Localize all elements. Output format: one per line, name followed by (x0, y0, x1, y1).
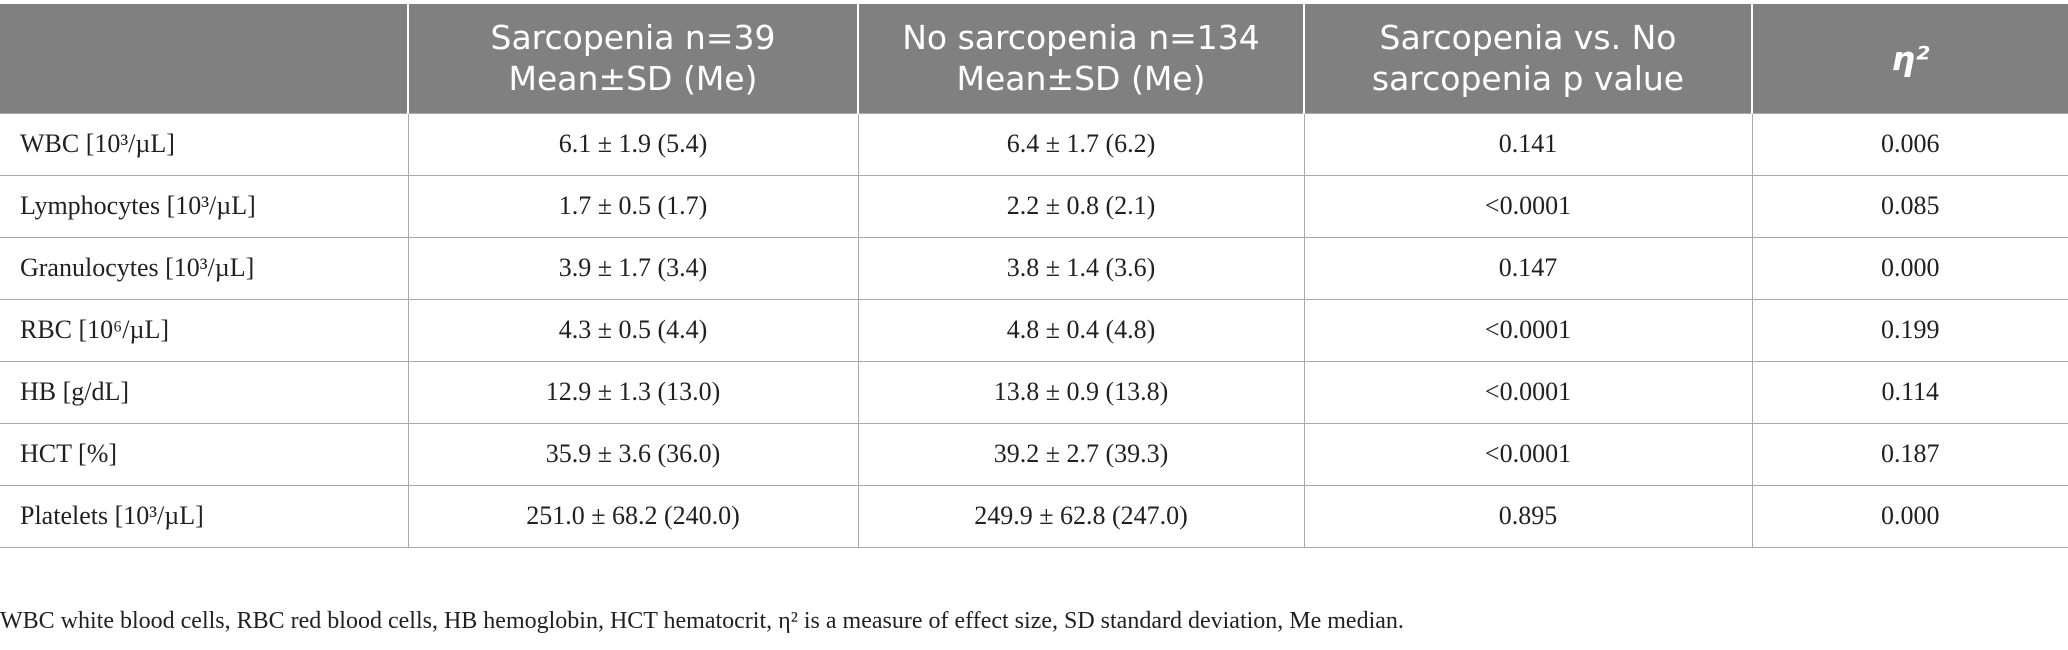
table-row: RBC [10⁶/µL] 4.3 ± 0.5 (4.4) 4.8 ± 0.4 (… (0, 298, 2068, 362)
cell-eta-squared: 0.000 (1752, 484, 2068, 548)
cell-sarcopenia: 1.7 ± 0.5 (1.7) (408, 174, 859, 238)
row-label: RBC [10⁶/µL] (0, 298, 409, 362)
table-row: Granulocytes [10³/µL] 3.9 ± 1.7 (3.4) 3.… (0, 236, 2068, 300)
header-eta-squared-label: η² (1891, 38, 1930, 78)
header-p-value: Sarcopenia vs. No sarcopenia p value (1304, 4, 1753, 113)
header-sarcopenia-line2: Mean±SD (Me) (508, 59, 758, 99)
cell-p-value: <0.0001 (1304, 174, 1753, 238)
table-row: HCT [%] 35.9 ± 3.6 (36.0) 39.2 ± 2.7 (39… (0, 422, 2068, 486)
header-no-sarcopenia-line1: No sarcopenia n=134 (902, 18, 1260, 58)
cell-sarcopenia: 35.9 ± 3.6 (36.0) (408, 422, 859, 486)
table-row: Lymphocytes [10³/µL] 1.7 ± 0.5 (1.7) 2.2… (0, 174, 2068, 238)
header-no-sarcopenia: No sarcopenia n=134 Mean±SD (Me) (858, 4, 1305, 113)
table-row: HB [g/dL] 12.9 ± 1.3 (13.0) 13.8 ± 0.9 (… (0, 360, 2068, 424)
cell-p-value: 0.141 (1304, 112, 1753, 176)
cell-p-value: 0.895 (1304, 484, 1753, 548)
header-row: Sarcopenia n=39 Mean±SD (Me) No sarcopen… (0, 4, 2068, 113)
cell-eta-squared: 0.085 (1752, 174, 2068, 238)
row-label: Granulocytes [10³/µL] (0, 236, 409, 300)
row-label: HCT [%] (0, 422, 409, 486)
cell-eta-squared: 0.199 (1752, 298, 2068, 362)
table-row: Platelets [10³/µL] 251.0 ± 68.2 (240.0) … (0, 484, 2068, 548)
cell-eta-squared: 0.000 (1752, 236, 2068, 300)
cell-no-sarcopenia: 3.8 ± 1.4 (3.6) (858, 236, 1305, 300)
header-eta-squared: η² (1752, 4, 2068, 113)
table-row: WBC [10³/µL] 6.1 ± 1.9 (5.4) 6.4 ± 1.7 (… (0, 112, 2068, 176)
cell-no-sarcopenia: 13.8 ± 0.9 (13.8) (858, 360, 1305, 424)
cell-sarcopenia: 6.1 ± 1.9 (5.4) (408, 112, 859, 176)
cell-no-sarcopenia: 39.2 ± 2.7 (39.3) (858, 422, 1305, 486)
row-label: WBC [10³/µL] (0, 112, 409, 176)
cell-no-sarcopenia: 249.9 ± 62.8 (247.0) (858, 484, 1305, 548)
header-sarcopenia: Sarcopenia n=39 Mean±SD (Me) (408, 4, 859, 113)
cell-no-sarcopenia: 2.2 ± 0.8 (2.1) (858, 174, 1305, 238)
cell-no-sarcopenia: 6.4 ± 1.7 (6.2) (858, 112, 1305, 176)
table-footnote: WBC white blood cells, RBC red blood cel… (0, 608, 1404, 634)
row-label: Lymphocytes [10³/µL] (0, 174, 409, 238)
row-label: HB [g/dL] (0, 360, 409, 424)
row-label: Platelets [10³/µL] (0, 484, 409, 548)
header-sarcopenia-line1: Sarcopenia n=39 (490, 18, 776, 58)
cell-p-value: 0.147 (1304, 236, 1753, 300)
cell-sarcopenia: 3.9 ± 1.7 (3.4) (408, 236, 859, 300)
cell-eta-squared: 0.114 (1752, 360, 2068, 424)
results-table: Sarcopenia n=39 Mean±SD (Me) No sarcopen… (0, 4, 2068, 548)
cell-no-sarcopenia: 4.8 ± 0.4 (4.8) (858, 298, 1305, 362)
cell-sarcopenia: 4.3 ± 0.5 (4.4) (408, 298, 859, 362)
header-no-sarcopenia-line2: Mean±SD (Me) (956, 59, 1206, 99)
header-variable (0, 4, 409, 113)
cell-eta-squared: 0.187 (1752, 422, 2068, 486)
header-p-value-line1: Sarcopenia vs. No (1379, 18, 1677, 58)
cell-sarcopenia: 12.9 ± 1.3 (13.0) (408, 360, 859, 424)
cell-p-value: <0.0001 (1304, 298, 1753, 362)
cell-p-value: <0.0001 (1304, 360, 1753, 424)
header-p-value-line2: sarcopenia p value (1371, 59, 1685, 99)
cell-eta-squared: 0.006 (1752, 112, 2068, 176)
cell-p-value: <0.0001 (1304, 422, 1753, 486)
cell-sarcopenia: 251.0 ± 68.2 (240.0) (408, 484, 859, 548)
